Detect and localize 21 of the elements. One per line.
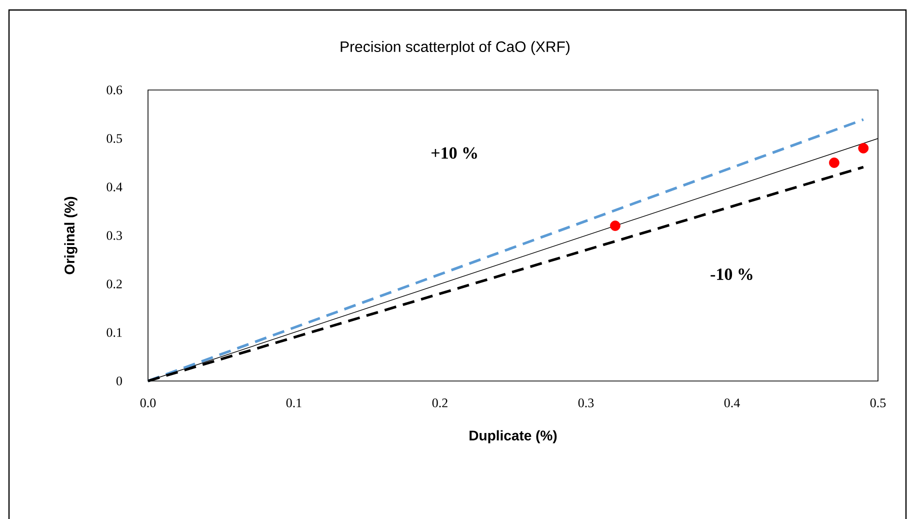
point — [610, 220, 620, 231]
x-tick-label: 0.1 — [286, 398, 302, 408]
x-tick-label: 0.4 — [724, 398, 740, 408]
y-tick-label: 0.3 — [106, 231, 122, 240]
annotation: +10 % — [432, 147, 477, 159]
x-tick-label: 0.0 — [140, 398, 156, 408]
annotation: -10 % — [710, 268, 752, 280]
chart-title: Precision scatterplot of CaO (XRF) — [340, 41, 570, 55]
y-tick-label: 0.4 — [106, 182, 122, 192]
y-tick-label: 0.2 — [106, 280, 122, 288]
y-tick-label: 0.5 — [106, 134, 122, 143]
y-axis-title: Original (%) — [64, 196, 78, 274]
x-tick-label: 0.3 — [578, 398, 594, 408]
point — [858, 143, 869, 154]
x-tick-label: 0.2 — [432, 398, 448, 408]
y-tick-label: 0.1 — [106, 328, 122, 337]
y-tick-label: 0 — [116, 376, 122, 386]
x-tick-label: 0.5 — [870, 398, 886, 408]
x-axis-title: Duplicate (%) — [470, 430, 557, 444]
point — [828, 158, 840, 168]
y-tick-label: 0.6 — [106, 86, 122, 94]
